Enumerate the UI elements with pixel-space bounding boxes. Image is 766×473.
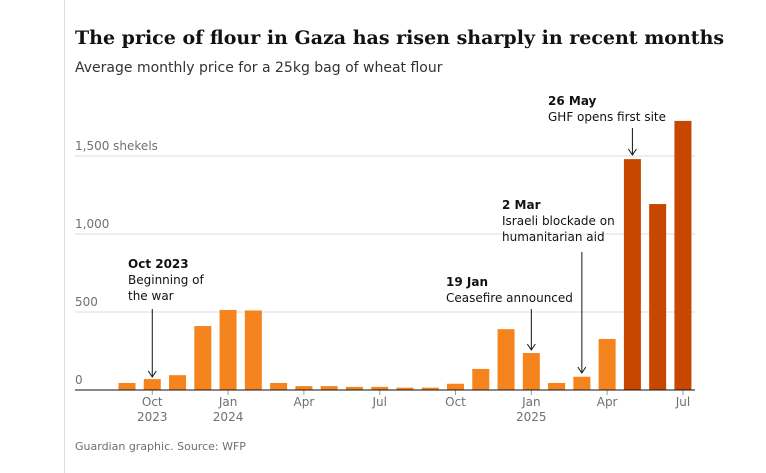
bar <box>649 204 667 390</box>
bar <box>345 386 363 390</box>
annotation-text: Ceasefire announced <box>446 291 573 305</box>
annotation-title: Oct 2023 <box>128 257 189 271</box>
chart-subtitle: Average monthly price for a 25kg bag of … <box>75 60 443 76</box>
y-tick-label: 1,500 shekels <box>75 139 158 153</box>
bar <box>421 387 439 390</box>
annotation-text: Beginning of <box>128 273 204 287</box>
arrow-head <box>577 366 587 374</box>
annotation-text: Israeli blockade on <box>502 214 615 228</box>
arrow-head <box>526 343 536 351</box>
bar <box>169 375 187 390</box>
x-tick-label: Apr <box>597 395 618 409</box>
x-tick-label: Oct <box>445 395 466 409</box>
bar <box>396 387 414 390</box>
bar <box>270 382 288 390</box>
bar <box>573 376 591 390</box>
annotation-text: humanitarian aid <box>502 230 605 244</box>
x-tick-label: Oct <box>142 395 163 409</box>
x-year-label: 2023 <box>137 410 168 424</box>
y-tick-label: 1,000 <box>75 217 109 231</box>
bar <box>244 310 262 390</box>
x-tick-label: Jul <box>675 395 690 409</box>
x-tick-label: Jan <box>218 395 238 409</box>
y-tick-label: 0 <box>75 373 83 387</box>
bar <box>219 309 237 390</box>
bar <box>522 353 540 390</box>
y-tick-label: 500 <box>75 295 98 309</box>
annotation-text: GHF opens first site <box>548 110 666 124</box>
bar <box>497 329 515 390</box>
arrow-head <box>147 370 157 378</box>
annotation-title: 2 Mar <box>502 198 541 212</box>
annotation-title: 19 Jan <box>446 275 488 289</box>
chart-title: The price of flour in Gaza has risen sha… <box>75 27 724 49</box>
x-year-label: 2024 <box>213 410 244 424</box>
bar <box>371 386 389 390</box>
bar <box>548 382 566 390</box>
bar <box>194 326 212 390</box>
bar <box>623 159 641 390</box>
bar <box>320 386 338 390</box>
source: Guardian graphic. Source: WFP <box>75 440 246 453</box>
arrow-head <box>627 148 637 156</box>
x-tick-label: Apr <box>294 395 315 409</box>
bar <box>598 338 616 390</box>
annotation-text: the war <box>128 289 174 303</box>
x-tick-label: Jul <box>371 395 386 409</box>
bar <box>674 120 692 391</box>
x-year-label: 2025 <box>516 410 547 424</box>
x-tick-label: Jan <box>521 395 541 409</box>
bar <box>143 379 161 390</box>
bar <box>472 368 490 390</box>
bar <box>118 382 136 390</box>
annotation-title: 26 May <box>548 94 597 108</box>
bar <box>295 386 313 390</box>
bar <box>447 383 465 390</box>
